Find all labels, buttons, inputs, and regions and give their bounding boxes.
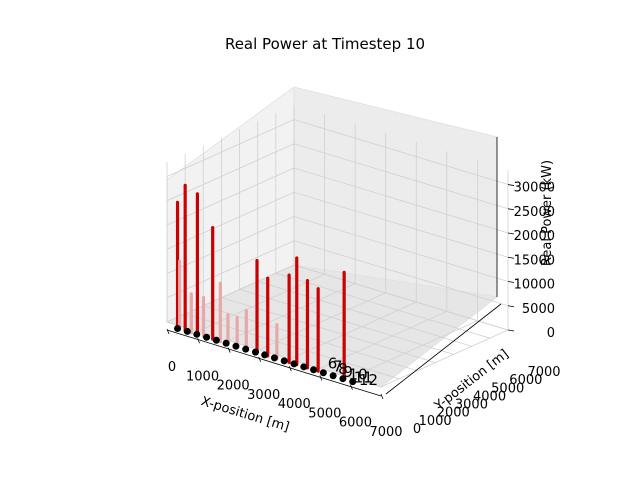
x-tick-label: 1000 bbox=[186, 369, 219, 384]
grid-lines bbox=[166, 105, 509, 388]
bars bbox=[175, 183, 346, 381]
z-grid-line bbox=[166, 240, 509, 307]
y-tick-label: 0 bbox=[413, 422, 421, 437]
node-marker bbox=[212, 336, 220, 344]
z-tick-label: 10000 bbox=[514, 278, 555, 293]
y-tick-label: 3000 bbox=[455, 398, 488, 413]
x-tick-mark bbox=[350, 384, 353, 390]
tip-label: 12 bbox=[359, 371, 378, 389]
z-tick-mark bbox=[507, 232, 515, 235]
x-axis-line bbox=[166, 329, 382, 397]
z-tick-mark bbox=[507, 281, 515, 283]
z-tick-mark bbox=[507, 305, 515, 308]
x-tick-mark bbox=[258, 356, 262, 363]
nodes bbox=[174, 324, 357, 386]
node-marker bbox=[193, 330, 201, 338]
node-marker bbox=[300, 363, 308, 371]
y-tick-label: 7000 bbox=[527, 365, 560, 380]
x-tick-mark bbox=[166, 328, 170, 335]
y-axis-line bbox=[385, 303, 502, 395]
x-tick-label: 7000 bbox=[369, 425, 402, 440]
x-tick-label: 2000 bbox=[217, 379, 250, 394]
node-marker bbox=[339, 375, 347, 383]
y-tick-label: 5000 bbox=[491, 381, 524, 396]
z-axis-label: Real Power (kW) bbox=[540, 160, 555, 266]
y-tick-label: 4000 bbox=[473, 389, 506, 404]
node-marker bbox=[242, 345, 250, 353]
z-tick-mark bbox=[507, 208, 515, 211]
z-tick-labels: 0 5000 10000 15000 20000 25000 30000 bbox=[507, 181, 555, 341]
y-tick-label: 1000 bbox=[419, 414, 452, 429]
x-tick-label: 6000 bbox=[339, 416, 372, 431]
node-marker bbox=[261, 351, 269, 359]
z-tick-label: 30000 bbox=[514, 181, 555, 196]
node-marker bbox=[280, 357, 288, 365]
z-tick-label: 25000 bbox=[514, 205, 555, 220]
node-marker bbox=[349, 378, 357, 386]
node-marker bbox=[329, 372, 337, 380]
x-tick-label: 4000 bbox=[278, 397, 311, 412]
z-grid-line bbox=[166, 119, 509, 185]
z-grid-line bbox=[166, 191, 509, 258]
z-grid-line bbox=[166, 264, 509, 331]
z-tick-label: 15000 bbox=[514, 253, 555, 268]
y-tick-label: 2000 bbox=[437, 406, 470, 421]
z-tick-mark bbox=[507, 329, 515, 332]
node-marker bbox=[183, 327, 191, 335]
node-marker bbox=[290, 360, 298, 368]
z-tick-label: 20000 bbox=[514, 229, 555, 244]
y-tick-label: 6000 bbox=[509, 373, 542, 388]
z-tick-label: 5000 bbox=[522, 302, 555, 317]
tip-label: 10 bbox=[349, 366, 368, 384]
node-marker bbox=[232, 342, 240, 350]
x-tick-label: 3000 bbox=[247, 388, 280, 403]
tip-label: 6 bbox=[328, 355, 338, 373]
chart-title: Real Power at Timestep 10 bbox=[225, 35, 425, 53]
z-grid-line bbox=[166, 143, 509, 210]
x-tick-mark bbox=[380, 393, 384, 400]
node-marker bbox=[251, 348, 259, 356]
tip-label: 8 bbox=[338, 360, 348, 378]
x-tick-mark bbox=[197, 338, 200, 344]
z-tick-mark bbox=[507, 256, 515, 259]
x-tick-mark bbox=[227, 347, 231, 353]
node-marker bbox=[203, 333, 211, 341]
node-marker bbox=[319, 369, 327, 377]
x-tick-label: 5000 bbox=[308, 406, 341, 421]
tip-label: 7 bbox=[333, 357, 343, 375]
z-tick-mark bbox=[507, 184, 515, 186]
node-marker bbox=[174, 324, 182, 332]
tip-label: 9 bbox=[343, 363, 353, 381]
node-marker bbox=[310, 366, 318, 374]
z-tick-label: 0 bbox=[547, 326, 555, 341]
x-tick-mark bbox=[319, 375, 323, 381]
node-marker bbox=[222, 339, 230, 347]
node-marker bbox=[270, 354, 278, 362]
x-tick-mark bbox=[288, 365, 292, 372]
tip-label: 11 bbox=[354, 368, 373, 386]
x-tick-label: 0 bbox=[168, 360, 176, 375]
z-grid-line bbox=[166, 216, 509, 282]
z-grid-line bbox=[166, 167, 509, 234]
